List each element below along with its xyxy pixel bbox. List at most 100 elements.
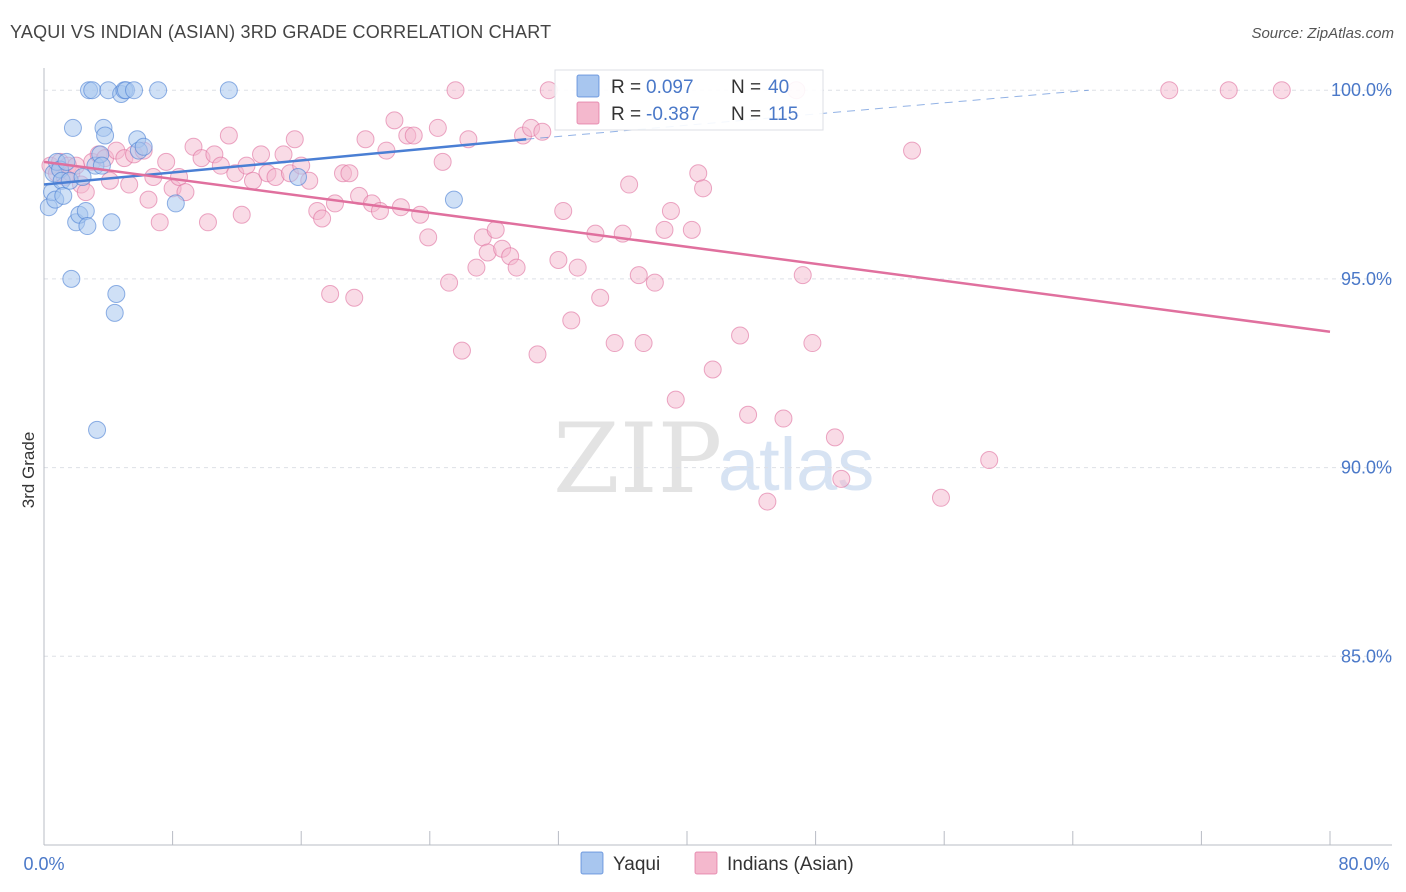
indian-point bbox=[100, 171, 119, 190]
indian-point bbox=[356, 130, 375, 149]
series-legend: Yaqui Indians (Asian) bbox=[580, 851, 854, 875]
indian-point bbox=[803, 334, 822, 353]
indian-point bbox=[661, 201, 680, 220]
indian-point bbox=[793, 266, 812, 285]
indian-point bbox=[931, 488, 950, 507]
indian-point bbox=[313, 209, 332, 228]
indian-point bbox=[774, 409, 793, 428]
indian-point bbox=[452, 341, 471, 360]
indian-point bbox=[1160, 81, 1179, 100]
indian-point bbox=[211, 156, 230, 175]
data-points bbox=[39, 81, 1291, 511]
yaqui-point bbox=[54, 186, 73, 205]
y-tick-label: 95.0% bbox=[1341, 269, 1392, 289]
yaqui-point bbox=[63, 118, 82, 137]
indian-point bbox=[758, 492, 777, 511]
indian-point bbox=[629, 266, 648, 285]
indian-point bbox=[666, 390, 685, 409]
indian-point bbox=[694, 179, 713, 198]
stats-legend: R = 0.097 N = 40 R = -0.387 N = 115 bbox=[554, 69, 824, 131]
indian-point bbox=[645, 273, 664, 292]
stats-legend-swatch bbox=[576, 101, 600, 125]
yaqui-point bbox=[107, 284, 126, 303]
indian-point bbox=[157, 152, 176, 171]
indian-point bbox=[385, 111, 404, 130]
indian-point bbox=[285, 130, 304, 149]
indian-point bbox=[428, 118, 447, 137]
indian-point bbox=[1272, 81, 1291, 100]
axes: 100.0% 95.0% 90.0% 85.0% 0.0% 80.0% bbox=[23, 68, 1392, 874]
watermark: ZIP atlas bbox=[553, 403, 874, 515]
indian-point bbox=[232, 205, 251, 224]
stats-n-value: 115 bbox=[768, 104, 798, 125]
indian-point bbox=[533, 122, 552, 141]
indian-point bbox=[345, 288, 364, 307]
indian-point bbox=[605, 334, 624, 353]
indian-trend-line bbox=[43, 160, 1331, 333]
series-legend-label: Yaqui bbox=[613, 854, 660, 875]
indian-point bbox=[467, 258, 486, 277]
watermark-zip: ZIP bbox=[553, 403, 722, 515]
indian-point bbox=[703, 360, 722, 379]
indian-point bbox=[433, 152, 452, 171]
yaqui-point bbox=[105, 303, 124, 322]
yaqui-point bbox=[57, 152, 76, 171]
stats-r-label: R = bbox=[611, 104, 641, 125]
stats-r-label: R = bbox=[611, 77, 641, 98]
indian-point bbox=[549, 251, 568, 270]
stats-n-label: N = bbox=[731, 104, 761, 125]
yaqui-point bbox=[219, 81, 238, 100]
indian-point bbox=[980, 451, 999, 470]
indian-point bbox=[1219, 81, 1238, 100]
indian-point bbox=[321, 284, 340, 303]
series-legend-label: Indians (Asian) bbox=[727, 854, 854, 875]
indian-point bbox=[731, 326, 750, 345]
yaqui-point bbox=[62, 269, 81, 288]
yaqui-point bbox=[92, 156, 111, 175]
stats-r-value: -0.387 bbox=[646, 104, 700, 125]
indian-point bbox=[486, 220, 505, 239]
chart-title: YAQUI VS INDIAN (ASIAN) 3RD GRADE CORREL… bbox=[10, 22, 552, 42]
yaqui-point bbox=[76, 201, 95, 220]
indian-point bbox=[325, 194, 344, 213]
indian-point bbox=[446, 81, 465, 100]
indian-point bbox=[832, 469, 851, 488]
yaqui-point bbox=[78, 217, 97, 236]
indian-point bbox=[903, 141, 922, 160]
yaqui-point bbox=[125, 81, 144, 100]
yaqui-point bbox=[444, 190, 463, 209]
indian-point bbox=[655, 220, 674, 239]
indian-point bbox=[198, 213, 217, 232]
indian-point bbox=[591, 288, 610, 307]
indian-point bbox=[682, 220, 701, 239]
x-tick-label: 0.0% bbox=[23, 854, 64, 874]
indian-point bbox=[150, 213, 169, 232]
y-tick-label: 90.0% bbox=[1341, 458, 1392, 478]
y-axis-title: 3rd Grade bbox=[19, 432, 38, 509]
yaqui-point bbox=[288, 167, 307, 186]
series-legend-swatch bbox=[580, 851, 604, 875]
indian-point bbox=[562, 311, 581, 330]
yaqui-point bbox=[96, 126, 115, 145]
indian-point bbox=[620, 175, 639, 194]
stats-legend-swatch bbox=[576, 74, 600, 98]
indian-point bbox=[825, 428, 844, 447]
indian-point bbox=[76, 183, 95, 202]
series-legend-swatch bbox=[694, 851, 718, 875]
indian-point bbox=[404, 126, 423, 145]
indian-point bbox=[634, 334, 653, 353]
yaqui-point bbox=[83, 81, 102, 100]
indian-point bbox=[568, 258, 587, 277]
watermark-atlas: atlas bbox=[718, 423, 874, 506]
indian-point bbox=[419, 228, 438, 247]
stats-n-value: 40 bbox=[768, 77, 789, 98]
stats-legend-box bbox=[554, 69, 824, 131]
indian-point bbox=[120, 175, 139, 194]
stats-n-label: N = bbox=[731, 77, 761, 98]
x-tick-label: 80.0% bbox=[1338, 854, 1389, 874]
indian-point bbox=[219, 126, 238, 145]
indian-point bbox=[528, 345, 547, 364]
stats-r-value: 0.097 bbox=[646, 77, 694, 98]
y-tick-label: 85.0% bbox=[1341, 646, 1392, 666]
